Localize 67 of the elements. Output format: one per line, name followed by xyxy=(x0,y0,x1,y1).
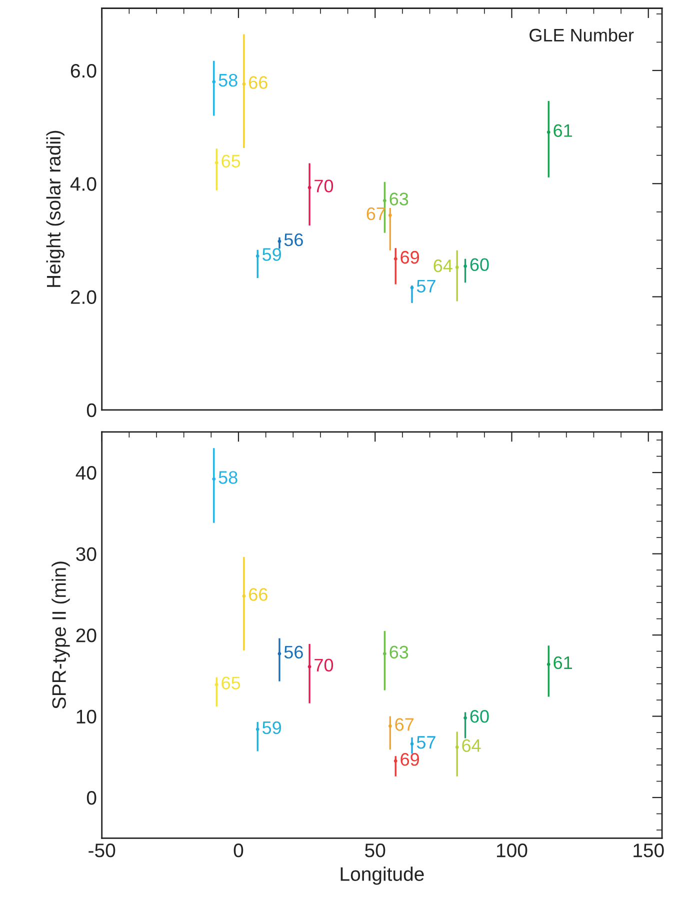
annotation: 65 xyxy=(222,676,240,690)
point xyxy=(278,652,282,656)
annotation: 60 xyxy=(470,710,489,723)
annotation: 57 xyxy=(416,280,436,293)
annotation: 59 xyxy=(262,721,281,734)
annotation: 64 xyxy=(462,739,481,752)
annotation: 56 xyxy=(284,646,303,659)
annotation: 59 xyxy=(262,248,281,261)
point xyxy=(278,240,282,244)
point xyxy=(256,728,260,731)
point xyxy=(546,130,550,134)
annotation: 69 xyxy=(400,753,419,766)
annotation: 65 xyxy=(222,154,240,168)
x-tick-label: 0 xyxy=(234,844,244,858)
point xyxy=(464,716,467,720)
point xyxy=(388,724,392,728)
annotation: 57 xyxy=(416,736,436,749)
point xyxy=(394,759,398,763)
x-tick-label: 100 xyxy=(496,844,528,858)
point xyxy=(455,745,459,749)
point xyxy=(455,266,459,270)
y-axis-title: Height (solar radii) xyxy=(46,130,64,287)
point xyxy=(410,286,414,290)
point xyxy=(256,254,260,258)
point xyxy=(546,662,550,666)
x-tick-label: -50 xyxy=(88,844,116,858)
annotation: 70 xyxy=(314,180,334,192)
point xyxy=(214,682,218,686)
annotation: 58 xyxy=(218,471,238,484)
point xyxy=(382,652,386,656)
annotation: 63 xyxy=(390,646,408,659)
point xyxy=(212,80,216,84)
annotation: 58 xyxy=(218,74,238,87)
y-tick-label: 2.0 xyxy=(70,290,96,304)
point xyxy=(308,665,312,668)
point xyxy=(242,82,246,86)
y-tick-label: 30 xyxy=(76,547,96,562)
y-axis-title: SPR-type II (min) xyxy=(52,562,70,709)
point xyxy=(382,198,386,202)
annotation: 69 xyxy=(400,250,419,264)
y-tick-label: 20 xyxy=(76,628,96,642)
y-tick-label: 10 xyxy=(76,710,96,724)
annotation: 70 xyxy=(314,658,334,672)
annotation: 63 xyxy=(390,192,408,206)
y-tick-label: 40 xyxy=(76,466,96,480)
y-tick-label: 6.0 xyxy=(70,64,96,78)
y-tick-label: 0 xyxy=(86,403,96,418)
annotation: 61 xyxy=(554,656,572,670)
point xyxy=(394,257,398,261)
point xyxy=(214,160,218,164)
x-tick-label: 50 xyxy=(365,844,386,858)
x-axis-title: Longitude xyxy=(340,866,424,885)
annotation: GLE Number xyxy=(530,28,634,42)
point xyxy=(464,264,467,268)
annotation: 67 xyxy=(395,718,414,731)
point xyxy=(388,214,392,217)
annotation: 60 xyxy=(470,258,489,272)
annotation: 66 xyxy=(249,76,268,89)
x-tick-label: 150 xyxy=(634,844,664,858)
annotation: 66 xyxy=(249,588,268,601)
annotation: 56 xyxy=(284,233,303,246)
annotation: 61 xyxy=(554,124,572,137)
point xyxy=(212,477,216,481)
annotation: 64 xyxy=(434,259,452,272)
y-tick-label: 4.0 xyxy=(70,177,96,191)
point xyxy=(410,742,414,746)
y-tick-label: 0 xyxy=(86,790,96,805)
